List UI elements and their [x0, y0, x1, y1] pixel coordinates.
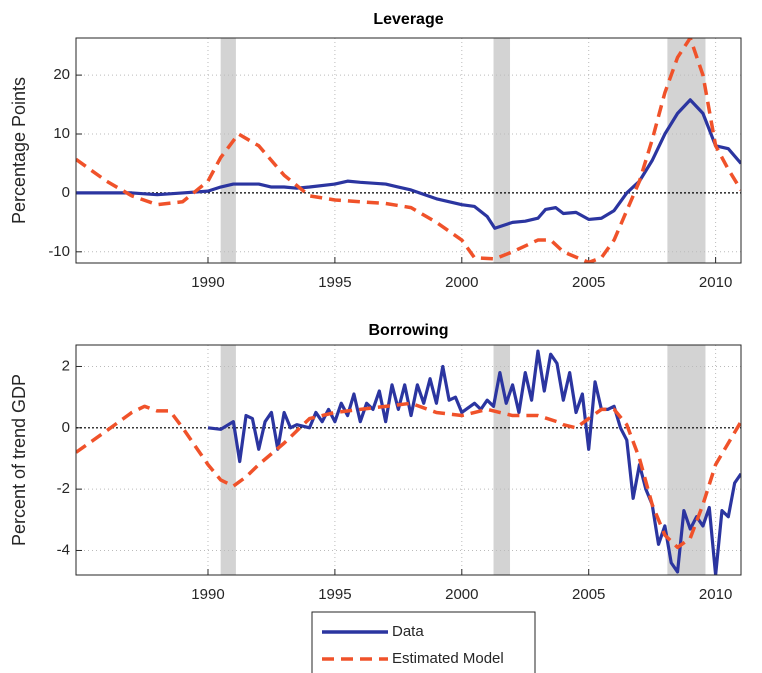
chart-title: Borrowing	[369, 322, 449, 339]
x-tick-label: 1995	[318, 586, 351, 603]
x-tick-label: 2010	[699, 274, 732, 291]
y-tick-label: 20	[53, 66, 70, 83]
x-tick-label: 2005	[572, 586, 605, 603]
y-axis-label: Percentage Points	[9, 77, 29, 224]
series-line	[76, 38, 741, 263]
x-tick-label: 2005	[572, 274, 605, 291]
series-line	[76, 98, 741, 230]
chart-title: Leverage	[373, 11, 443, 28]
series-line	[207, 349, 741, 575]
plot-frame	[75, 344, 742, 576]
y-tick-label: -2	[57, 480, 70, 497]
legend-label: Data	[392, 623, 424, 640]
series-line	[76, 401, 741, 550]
legend-label: Estimated Model	[392, 650, 504, 667]
y-tick-label: 2	[62, 357, 70, 374]
x-tick-label: 1990	[191, 586, 224, 603]
y-axis-label: Percent of trend GDP	[9, 374, 29, 546]
recession-band	[667, 38, 706, 263]
x-tick-label: 1995	[318, 274, 351, 291]
recession-band	[220, 38, 236, 263]
x-tick-label: 1990	[191, 274, 224, 291]
y-tick-label: 10	[53, 125, 70, 142]
y-tick-label: 0	[62, 184, 70, 201]
recession-band	[667, 345, 706, 575]
y-tick-label: -10	[48, 243, 70, 260]
y-tick-label: 0	[62, 419, 70, 436]
recession-band	[493, 38, 511, 263]
x-tick-label: 2010	[699, 586, 732, 603]
recession-band	[220, 345, 236, 575]
legend-box	[311, 611, 536, 673]
plot-frame	[75, 37, 742, 264]
x-tick-label: 2000	[445, 274, 478, 291]
y-tick-label: -4	[57, 541, 70, 558]
x-tick-label: 2000	[445, 586, 478, 603]
